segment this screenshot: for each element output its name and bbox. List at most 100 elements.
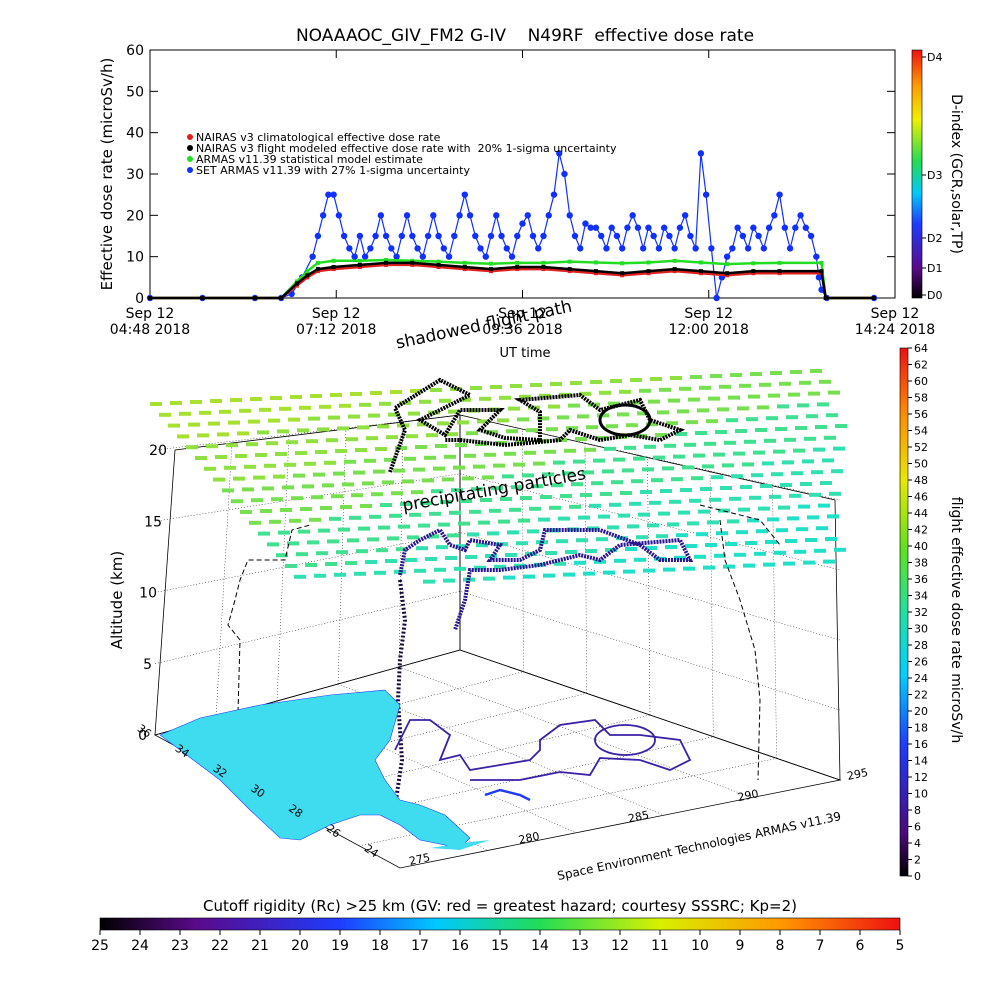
series-point (541, 265, 546, 269)
floor-gridline (195, 671, 524, 758)
series-point (335, 212, 343, 219)
series-point (489, 269, 494, 274)
cutoff-colorbar-tick-label: 14 (531, 938, 549, 954)
series-point (436, 262, 441, 267)
cloud-dash (396, 547, 408, 552)
cloud-dash (722, 463, 734, 468)
series-point (819, 260, 824, 265)
cloud-dash (589, 503, 601, 508)
cloud-dash (523, 574, 535, 579)
cloud-dash (251, 498, 263, 503)
cloud-dash (357, 425, 369, 430)
wall-gridline (337, 428, 347, 685)
series-point (515, 265, 520, 269)
cloud-dash (660, 489, 672, 493)
cloud-dash (457, 420, 469, 425)
series-point (382, 232, 390, 240)
cloud-dash (705, 543, 717, 547)
floor-gridline (398, 666, 753, 798)
cloud-dash (213, 477, 225, 482)
cloud-dash (408, 411, 420, 416)
cloud-dash (450, 387, 462, 391)
cloud-dash (820, 481, 832, 485)
series-point (331, 267, 336, 272)
cloud-dash (656, 534, 668, 539)
cutoff-colorbar-tick-label: 17 (411, 938, 429, 954)
cloud-dash (302, 484, 314, 489)
dose-colorbar-tick-label: 46 (914, 491, 928, 504)
cloud-dash (794, 549, 806, 554)
cloud-dash (527, 529, 539, 534)
cloud-dash (818, 503, 830, 508)
cloud-dash (331, 494, 343, 499)
dose-colorbar-label: flight effective dose rate microSv/h (948, 497, 964, 743)
series-point (597, 232, 605, 240)
cloud-dash (634, 557, 646, 562)
series-point (650, 232, 657, 240)
cloud-dash (625, 547, 637, 551)
cloud-dash (651, 478, 663, 483)
cloud-dash (683, 566, 695, 571)
top-x-axis-label: UT time (500, 346, 551, 361)
cloud-dash (756, 529, 768, 534)
cloud-dash (679, 386, 691, 391)
cloud-dash (416, 546, 428, 551)
cloud-dash (400, 502, 412, 506)
cloud-dash (570, 381, 582, 385)
cloud-dash (231, 499, 243, 504)
cloud-dash (487, 531, 499, 536)
dose-colorbar (899, 347, 909, 877)
cloud-dash (545, 551, 557, 555)
dose-colorbar-tick-label: 16 (914, 738, 928, 751)
series-point (508, 253, 516, 260)
top-legend: NAIRAS v3 climatological effective dose … (187, 131, 617, 177)
cloud-dash (703, 565, 715, 570)
series-point (462, 260, 467, 265)
cloud-dash (190, 400, 202, 404)
dose-colorbar-tick-label: 10 (914, 788, 928, 801)
cloud-dash (591, 481, 603, 486)
cloud-dash (755, 428, 767, 432)
cloud-dash (717, 407, 729, 412)
legend-marker (187, 145, 193, 151)
series-point (515, 260, 520, 265)
series-point (430, 212, 437, 219)
longitude-tick-label: 285 (627, 808, 650, 825)
cloud-dash (474, 565, 486, 570)
cloud-dash (390, 390, 402, 394)
cloud-dash (554, 561, 566, 566)
wall-gridline (398, 421, 404, 668)
cloud-dash (347, 538, 359, 543)
cloud-dash (723, 564, 735, 569)
cloud-dash (620, 491, 632, 495)
series-point (466, 212, 474, 219)
series-point (592, 224, 600, 231)
dindex-colorbar (911, 49, 923, 299)
cloud-dash (384, 457, 396, 462)
cloud-dash (377, 424, 389, 429)
cloud-dash (799, 380, 811, 385)
cloud-dash (411, 490, 423, 495)
cloud-dash (663, 567, 675, 572)
series-point (872, 296, 877, 300)
cloud-dash (528, 405, 540, 410)
cloud-dash (567, 527, 579, 532)
cloud-dash (546, 427, 558, 432)
cloud-dash (351, 493, 363, 498)
cloud-dash (728, 395, 740, 400)
legend-marker (187, 156, 193, 162)
cloud-dash (650, 377, 662, 381)
cloud-dash (757, 405, 769, 410)
cloud-dash (713, 452, 725, 457)
cutoff-colorbar-tick-label: 25 (91, 938, 109, 954)
cloud-dash (438, 522, 450, 527)
series-point (744, 245, 752, 252)
cloud-dash (206, 444, 218, 449)
longitude-tick-label: 290 (736, 787, 759, 804)
cloud-dash (539, 393, 551, 398)
cloud-dash (716, 531, 728, 536)
cloud-dash (569, 504, 581, 509)
cloud-dash (699, 385, 711, 390)
top-y-tick-label: 0 (135, 291, 144, 307)
series-point (760, 245, 768, 252)
